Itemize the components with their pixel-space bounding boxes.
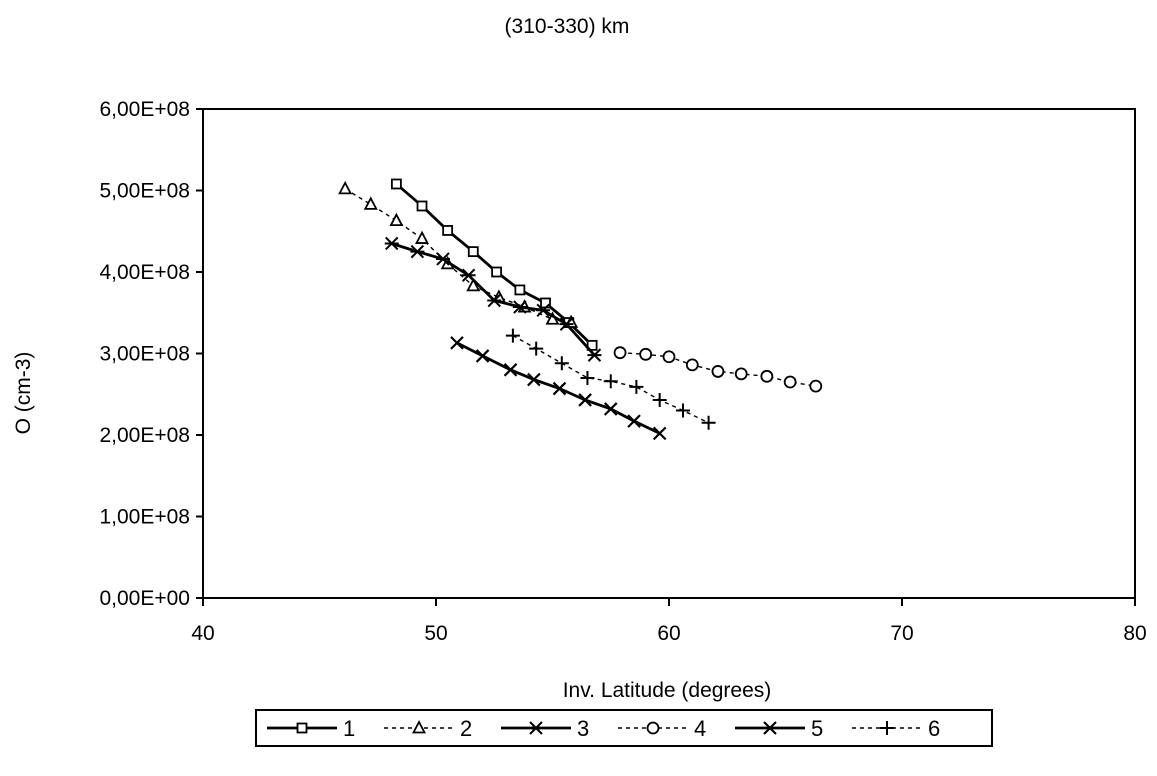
series-6-point (505, 328, 520, 343)
legend-marker (646, 721, 660, 735)
y-axis-title: O (cm-3) (12, 352, 35, 435)
y-tick-label: 0,00E+00 (99, 587, 190, 610)
series-6-point (652, 392, 667, 407)
series-1-point (390, 178, 402, 190)
chart-title: (310-330) km (505, 15, 630, 38)
series-1-point (514, 284, 526, 296)
series-1-point (467, 246, 479, 258)
series-5-point (627, 414, 641, 428)
series-3-point (587, 348, 602, 362)
legend-label: 1 (343, 716, 355, 741)
x-tick-label: 60 (657, 622, 680, 645)
y-tick-label: 5,00E+08 (99, 180, 190, 203)
x-axis-ticks: 40 50 60 70 80 (191, 598, 1147, 645)
series-6-point (554, 356, 569, 371)
legend-label: 5 (811, 716, 823, 741)
series-6-line (512, 334, 709, 424)
legend-marker (529, 721, 543, 735)
series-6-point (629, 379, 644, 394)
legend-item-3: 3 (501, 716, 589, 741)
series-5-point (578, 393, 592, 407)
series-6-point (580, 370, 595, 385)
series-3-point (487, 293, 502, 308)
series-5-point (503, 363, 518, 377)
series-5-point (652, 426, 667, 441)
series-3-point (410, 244, 425, 259)
series-4-point (760, 369, 774, 383)
series-4-point (662, 350, 676, 364)
series-4-point (734, 367, 748, 381)
series-4-point (711, 365, 725, 378)
y-tick-label: 4,00E+08 (99, 261, 190, 284)
series-2-line (344, 188, 572, 324)
series-4-point (639, 347, 653, 361)
series-6-point (701, 415, 716, 430)
x-tick-label: 70 (890, 622, 913, 645)
series-5-point (603, 402, 618, 416)
series-5 (450, 336, 667, 441)
series-3-point (536, 303, 551, 318)
y-tick-label: 3,00E+08 (99, 343, 190, 366)
legend-items: 1 2 3 4 5 6 (267, 716, 940, 741)
series-6-point (529, 341, 544, 356)
series-4-point (613, 346, 627, 360)
x-tick-label: 40 (191, 622, 214, 645)
series-1-point (416, 200, 428, 212)
series-5-point (527, 372, 541, 387)
legend-marker (296, 722, 308, 734)
x-axis-title: Inv. Latitude (degrees) (563, 679, 772, 702)
legend-label: 6 (928, 716, 940, 741)
legend-item-5: 5 (735, 716, 823, 741)
legend-label: 4 (694, 716, 706, 741)
series-2-point (389, 212, 404, 227)
series-5-point (552, 381, 567, 396)
series-2-point (338, 180, 353, 195)
series-4-point (685, 358, 699, 372)
series-1-point (442, 225, 454, 236)
series-3-point (559, 317, 574, 331)
series-5-point (450, 336, 464, 350)
series-4 (613, 346, 823, 393)
series-1-point (491, 266, 502, 278)
legend-item-1: 1 (267, 716, 355, 741)
series-3-point (461, 268, 476, 282)
series-4-point (783, 375, 797, 389)
series-6-point (603, 374, 618, 389)
legend-label: 3 (577, 716, 589, 741)
legend-item-6: 6 (852, 716, 940, 741)
legend-label: 2 (460, 716, 472, 741)
legend-marker (412, 720, 426, 734)
series-2-point (415, 230, 430, 244)
series-layer (338, 178, 823, 441)
series-4-line (620, 352, 816, 387)
legend: 1 2 3 4 5 6 (255, 709, 993, 747)
legend-marker (880, 721, 894, 735)
legend-marker (763, 721, 777, 735)
legend-item-4: 4 (618, 716, 706, 741)
series-3-point (435, 252, 450, 266)
y-tick-label: 1,00E+08 (99, 506, 190, 529)
series-2-point (363, 196, 378, 210)
series-1-point (586, 339, 598, 351)
x-tick-label: 50 (424, 622, 447, 645)
series-3-point (512, 300, 527, 314)
x-tick-label: 80 (1123, 622, 1146, 645)
series-4-point (809, 379, 823, 393)
y-tick-label: 6,00E+08 (99, 98, 190, 121)
legend-item-2: 2 (384, 716, 472, 741)
y-axis-title-group: O (cm-3) (12, 352, 35, 435)
series-5-point (475, 349, 490, 363)
series-6-point (675, 403, 690, 418)
series-3-point (384, 236, 399, 251)
y-axis-ticks: 0,00E+00 1,00E+08 2,00E+08 3,00E+08 4,00E+08… (99, 98, 203, 610)
series-3 (384, 236, 602, 362)
series-2-point (466, 277, 481, 292)
y-tick-label: 2,00E+08 (99, 424, 190, 447)
series-6 (505, 328, 716, 430)
